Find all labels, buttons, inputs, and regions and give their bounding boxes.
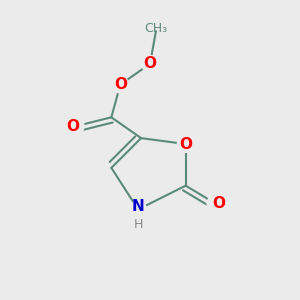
Text: O: O xyxy=(66,119,79,134)
Circle shape xyxy=(207,195,224,212)
Circle shape xyxy=(142,56,158,72)
Text: H: H xyxy=(134,218,143,231)
Text: O: O xyxy=(114,77,127,92)
Circle shape xyxy=(177,136,194,152)
Text: CH₃: CH₃ xyxy=(144,22,167,34)
Text: O: O xyxy=(143,56,157,71)
Circle shape xyxy=(130,201,146,218)
Text: O: O xyxy=(212,196,225,211)
Text: N: N xyxy=(132,199,145,214)
Text: O: O xyxy=(179,136,192,152)
Circle shape xyxy=(68,118,84,134)
Circle shape xyxy=(112,76,129,93)
